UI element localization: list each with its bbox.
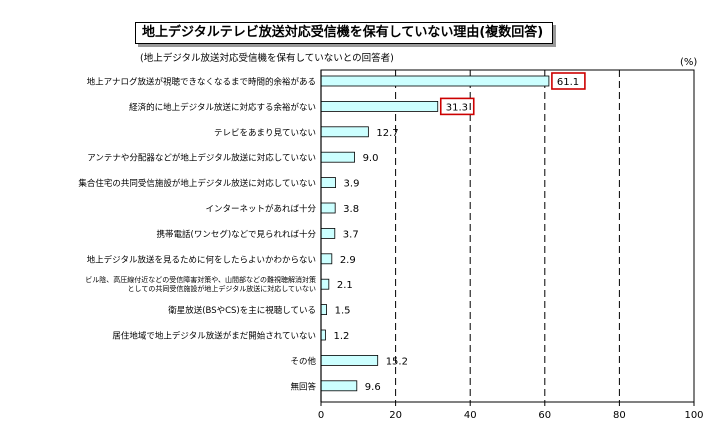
category-label-7: 地上デジタル放送を見るために何をしたらよいかわからない: [87, 254, 316, 265]
category-label-1: 経済的に地上デジタル放送に対応する余裕がない: [129, 102, 316, 113]
bar-5: [320, 202, 336, 214]
highlight-box-1: [439, 97, 475, 116]
bar-12: [320, 380, 358, 392]
x-tick-label-60: 60: [538, 410, 551, 421]
x-tick-label-20: 20: [389, 410, 402, 421]
category-label-10: 居住地域で地上デジタル放送がまだ開始されていない: [112, 331, 316, 342]
value-label-11: 15.2: [386, 356, 408, 367]
x-tick-label-0: 0: [318, 410, 324, 421]
category-label-4: 集合住宅の共同受信施設が地上デジタル放送に対応していない: [78, 178, 316, 189]
value-label-1: 31.3: [446, 102, 468, 113]
category-label-9: 衛星放送(BSやCS)を主に視聴している: [168, 305, 316, 316]
bar-1: [320, 101, 439, 112]
category-label-5: インターネットがあれば十分: [205, 204, 316, 215]
bar-8: [320, 278, 330, 290]
bar-3: [320, 151, 355, 163]
category-label-0: 地上アナログ放送が視聴できなくなるまで時間的余裕がある: [87, 77, 316, 88]
bar-0: [320, 75, 550, 87]
bar-10: [320, 329, 326, 341]
x-tick-label-80: 80: [613, 410, 626, 421]
chart-title: 地上デジタルテレビ放送対応受信機を保有していない理由(複数回答): [135, 22, 553, 44]
value-label-3: 9.0: [363, 153, 379, 164]
value-label-7: 2.9: [340, 255, 356, 266]
value-label-9: 1.5: [335, 306, 351, 317]
plot-frame: [320, 69, 695, 403]
value-label-2: 12.7: [376, 128, 398, 139]
highlight-box-0: [551, 72, 586, 90]
category-label-8: ビル陰、高圧線付近などの受信障害対策や、山間部などの難視聴解消対策としての共同受…: [85, 275, 316, 293]
value-label-12: 9.6: [365, 382, 381, 393]
x-tick-label-100: 100: [684, 410, 703, 421]
bar-6: [320, 227, 336, 239]
value-label-8: 2.1: [337, 280, 353, 291]
unit-label: (%): [680, 57, 698, 68]
bar-2: [320, 126, 369, 138]
bar-11: [320, 354, 379, 366]
bar-7: [320, 253, 333, 265]
x-tick-label-40: 40: [464, 410, 477, 421]
category-label-11: その他: [290, 356, 316, 367]
value-label-0: 61.1: [557, 77, 579, 88]
value-label-10: 1.2: [333, 331, 349, 342]
category-label-3: アンテナや分配器などが地上デジタル放送に対応していない: [87, 153, 316, 164]
category-label-12: 無回答: [290, 381, 316, 392]
bar-9: [320, 304, 327, 316]
chart-subtitle: (地上デジタル放送対応受信機を保有していないとの回答者): [140, 53, 394, 64]
value-label-4: 3.9: [344, 179, 360, 190]
category-label-2: テレビをあまり見ていない: [214, 128, 316, 138]
value-label-6: 3.7: [343, 229, 359, 240]
value-label-5: 3.8: [343, 204, 359, 215]
category-label-6: 携帯電話(ワンセグ)などで見られれば十分: [157, 229, 317, 240]
bar-4: [320, 177, 336, 189]
